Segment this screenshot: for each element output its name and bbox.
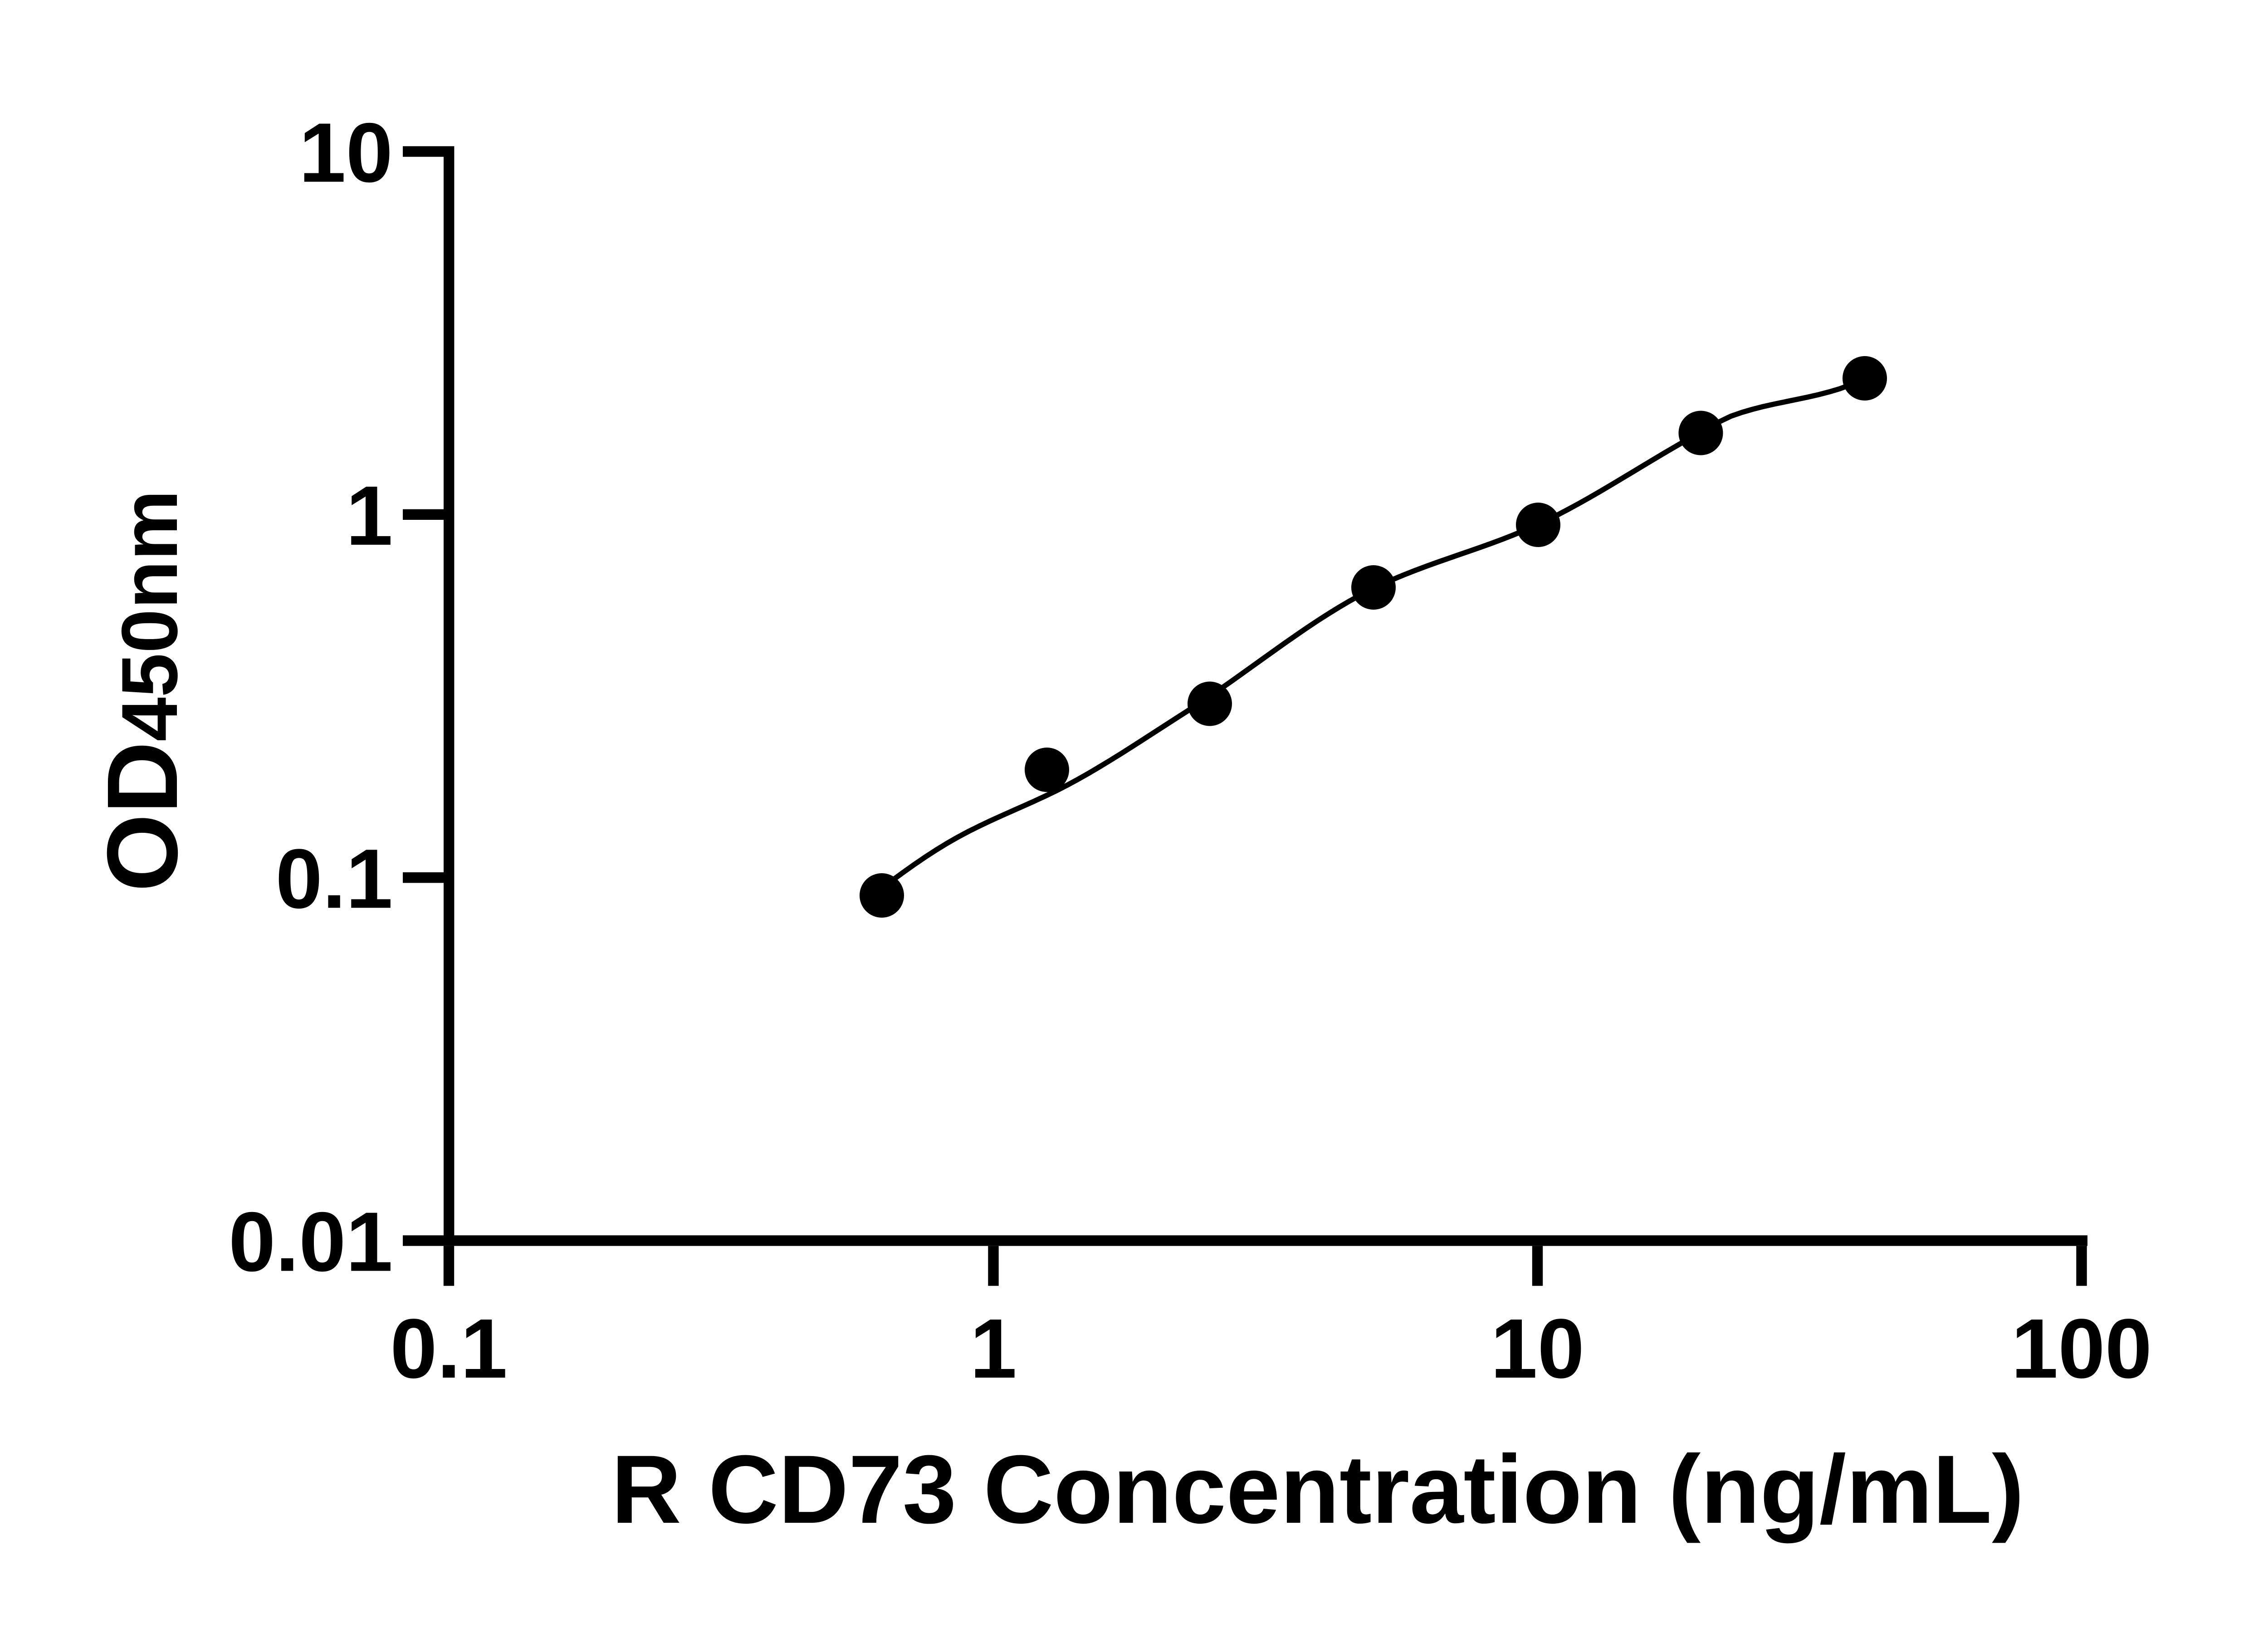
svg-text:0.1: 0.1	[390, 1302, 508, 1396]
svg-text:10: 10	[1491, 1302, 1584, 1396]
svg-text:R CD73 Concentration (ng/mL): R CD73 Concentration (ng/mL)	[611, 1435, 2024, 1544]
svg-text:1: 1	[970, 1302, 1017, 1396]
svg-text:OD450nm: OD450nm	[86, 490, 198, 892]
svg-text:100: 100	[2011, 1302, 2152, 1396]
svg-text:10: 10	[299, 106, 393, 200]
svg-text:1: 1	[346, 469, 393, 563]
svg-text:0.1: 0.1	[275, 832, 393, 926]
svg-text:0.01: 0.01	[229, 1195, 393, 1289]
